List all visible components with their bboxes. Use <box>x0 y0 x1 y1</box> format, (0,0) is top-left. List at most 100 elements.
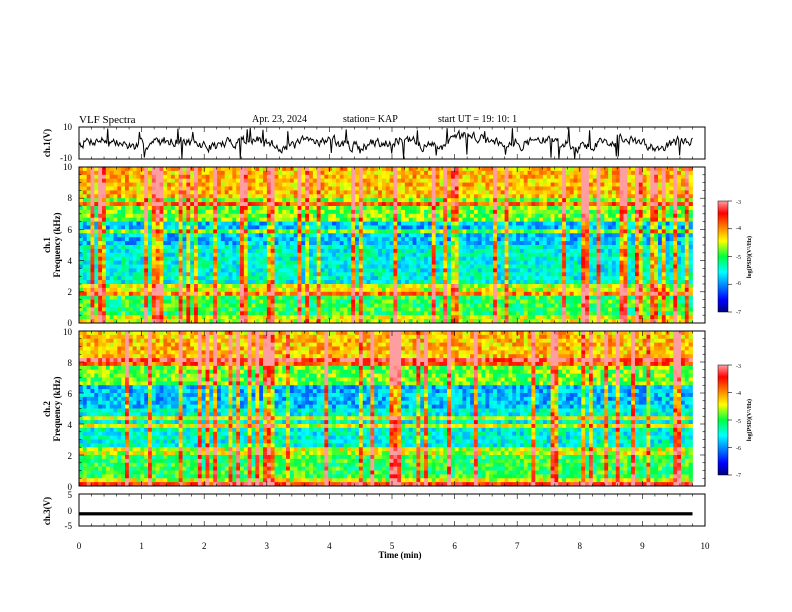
spectrogram-cell <box>374 272 379 277</box>
spectrogram-cell <box>328 170 333 176</box>
spectrogram-cell <box>117 237 122 242</box>
spectrogram-cell <box>489 190 494 195</box>
spectrogram-cell <box>140 174 145 180</box>
spectrogram-cell <box>228 221 233 226</box>
spectrogram-cell <box>493 225 498 230</box>
spectrogram-cell <box>82 233 88 238</box>
spectrogram-cell <box>286 260 291 265</box>
spectrogram-cell <box>615 264 621 269</box>
spectrogram-cell <box>266 206 272 211</box>
spectrogram-cell <box>554 202 559 207</box>
spectrogram-cell <box>90 248 95 254</box>
spectrogram-cell <box>148 233 153 238</box>
spectrogram-cell <box>447 272 452 277</box>
spectrogram-cell <box>481 213 486 219</box>
spectrogram-cell <box>462 217 467 222</box>
spectrogram-cell <box>366 284 371 289</box>
spectrogram-cell <box>205 194 210 199</box>
spectrogram-cell <box>140 233 145 238</box>
spectrogram-cell <box>558 190 563 195</box>
spectrogram-cell <box>523 252 528 258</box>
spectrogram-cell <box>171 272 176 277</box>
spectrogram-cell <box>309 241 314 246</box>
spectrogram-cell <box>182 190 187 195</box>
spectrogram-cell <box>535 256 540 261</box>
spectrogram-cell <box>167 272 172 277</box>
spectrogram-cell <box>546 245 552 250</box>
spectrogram-cell <box>416 206 421 211</box>
spectrogram-cell <box>404 248 410 254</box>
spectrogram-cell <box>581 209 586 215</box>
spectrogram-cell <box>270 225 275 230</box>
spectrogram-cell <box>86 268 91 273</box>
spectrogram-cell <box>554 190 559 195</box>
spectrogram-cell <box>454 245 459 250</box>
spectrogram-cell <box>688 194 693 199</box>
spectrogram-cell <box>450 182 456 187</box>
spectrogram-cell <box>654 252 659 258</box>
spectrogram-cell <box>588 229 594 234</box>
spectrogram-cell <box>289 202 295 207</box>
spectrogram-cell <box>86 206 91 211</box>
spectrogram-cell <box>186 190 191 195</box>
spectrogram-cell <box>358 202 364 207</box>
spectrogram-cell <box>339 174 344 180</box>
spectrogram-cell <box>673 237 678 242</box>
spectrogram-cell <box>565 248 571 254</box>
spectrogram-cell <box>151 229 157 234</box>
spectrogram-cell <box>358 272 364 277</box>
spectrogram-cell <box>450 217 456 222</box>
spectrogram-cell <box>297 221 302 226</box>
spectrogram-cell <box>450 245 456 250</box>
spectrogram-cell <box>247 233 252 238</box>
spectrogram-cell <box>197 252 203 258</box>
spectrogram-cell <box>358 245 364 250</box>
spectrogram-cell <box>278 186 283 191</box>
spectrogram-cell <box>393 186 398 191</box>
spectrogram-cell <box>79 217 84 222</box>
spectrogram-cell <box>217 280 222 285</box>
spectrogram-cell <box>427 256 433 261</box>
spectrogram-cell <box>125 241 130 246</box>
spectrogram-cell <box>688 190 693 195</box>
spectrogram-cell <box>546 252 552 258</box>
spectrogram-cell <box>282 217 287 222</box>
spectrogram-cell <box>642 256 647 261</box>
spectrogram-cell <box>473 174 479 180</box>
spectrogram-cell <box>309 284 314 289</box>
spectrogram-cell <box>186 229 191 234</box>
spectrogram-cell <box>504 233 509 238</box>
spectrogram-cell <box>263 178 268 183</box>
spectrogram-cell <box>259 190 264 195</box>
spectrogram-cell <box>289 252 295 258</box>
spectrogram-cell <box>109 233 114 238</box>
spectrogram-cell <box>128 217 134 222</box>
spectrogram-cell <box>209 178 214 183</box>
spectrogram-cell <box>316 225 321 230</box>
spectrogram-cell <box>297 206 302 211</box>
spectrogram-cell <box>190 280 195 285</box>
spectrogram-cell <box>355 272 360 277</box>
spectrogram-cell <box>289 209 295 215</box>
spectrogram-cell <box>259 202 264 207</box>
spectrogram-cell <box>416 245 421 250</box>
spectrogram-cell <box>351 241 356 246</box>
spectrogram-cell <box>604 170 609 176</box>
spectrogram-cell <box>125 221 130 226</box>
spectrogram-cell <box>489 206 494 211</box>
spectrogram-cell <box>232 198 237 203</box>
spectrogram-cell <box>224 209 229 215</box>
spectrogram-cell <box>650 256 655 261</box>
spectrogram-cell <box>94 217 99 222</box>
spectrogram-cell <box>669 252 674 258</box>
spectrogram-cell <box>151 260 157 265</box>
spectrogram-cell <box>132 170 137 176</box>
spectrogram-cell <box>155 194 160 199</box>
spectrogram-cell <box>282 202 287 207</box>
spectrogram-cell <box>197 209 203 215</box>
spectrogram-cell <box>167 264 172 269</box>
spectrogram-cell <box>600 237 605 242</box>
spectrogram-cell <box>466 202 471 207</box>
spectrogram-cell <box>634 256 640 261</box>
spectrogram-cell <box>224 217 229 222</box>
